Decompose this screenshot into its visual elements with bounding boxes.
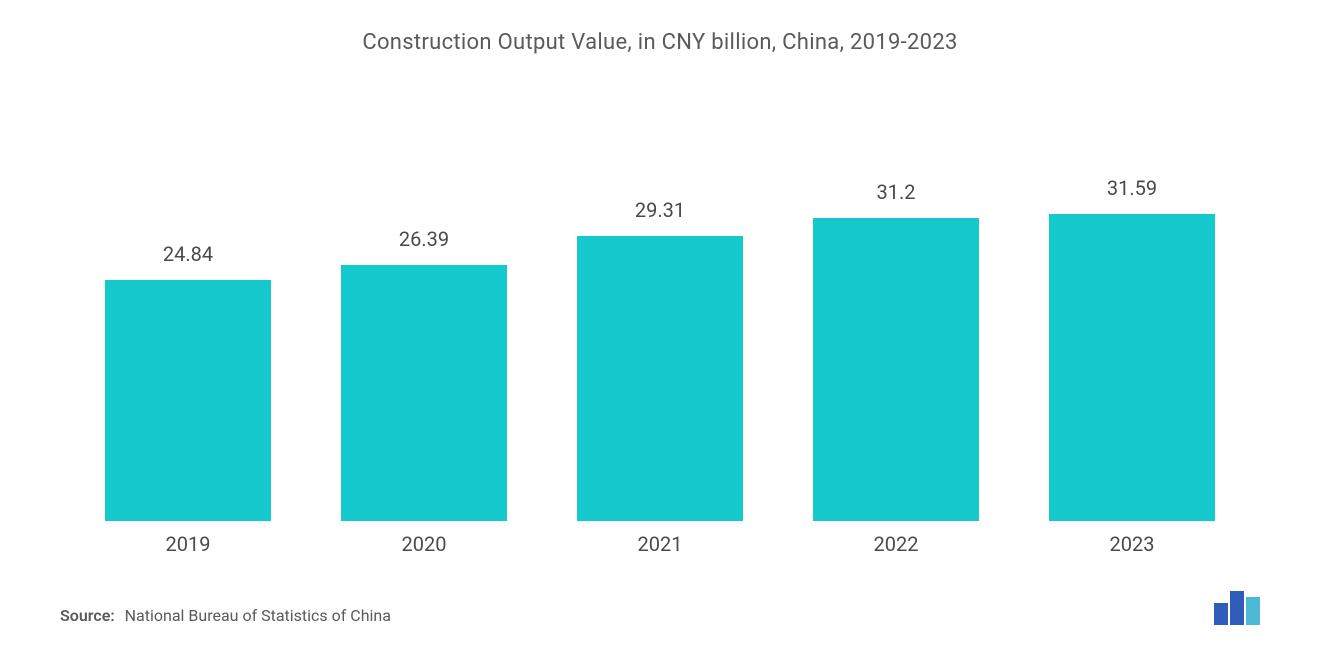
x-label: 2019 [82, 532, 294, 556]
bar-2019 [105, 280, 271, 521]
x-label: 2023 [1026, 532, 1238, 556]
bar-group-2020: 26.39 [318, 227, 530, 521]
bar-group-2021: 29.31 [554, 198, 766, 521]
bar-value: 29.31 [635, 198, 685, 222]
bar-value: 24.84 [163, 242, 213, 266]
source-citation: Source: National Bureau of Statistics of… [60, 606, 391, 625]
x-label: 2020 [318, 532, 530, 556]
logo-bar-1 [1214, 603, 1228, 625]
x-axis: 2019 2020 2021 2022 2023 [50, 522, 1270, 556]
bar-value: 31.59 [1107, 176, 1157, 200]
chart-container: Construction Output Value, in CNY billio… [0, 0, 1320, 665]
mordor-logo-icon [1214, 591, 1260, 625]
bar-group-2023: 31.59 [1026, 176, 1238, 521]
x-label: 2021 [554, 532, 766, 556]
bar-group-2022: 31.2 [790, 180, 1002, 521]
chart-title: Construction Output Value, in CNY billio… [50, 30, 1270, 55]
bar-2022 [813, 218, 979, 521]
bar-value: 31.2 [876, 180, 915, 204]
bar-value: 26.39 [399, 227, 449, 251]
logo-bar-3 [1246, 597, 1260, 625]
logo-bar-2 [1230, 591, 1244, 625]
bar-2021 [577, 236, 743, 521]
source-text: National Bureau of Statistics of China [125, 606, 391, 625]
source-label: Source: [60, 606, 115, 625]
bar-group-2019: 24.84 [82, 242, 294, 521]
plot-area: 24.84 26.39 29.31 31.2 31.59 [50, 105, 1270, 522]
bar-2020 [341, 265, 507, 521]
bar-2023 [1049, 214, 1215, 521]
x-label: 2022 [790, 532, 1002, 556]
chart-footer: Source: National Bureau of Statistics of… [50, 591, 1270, 625]
